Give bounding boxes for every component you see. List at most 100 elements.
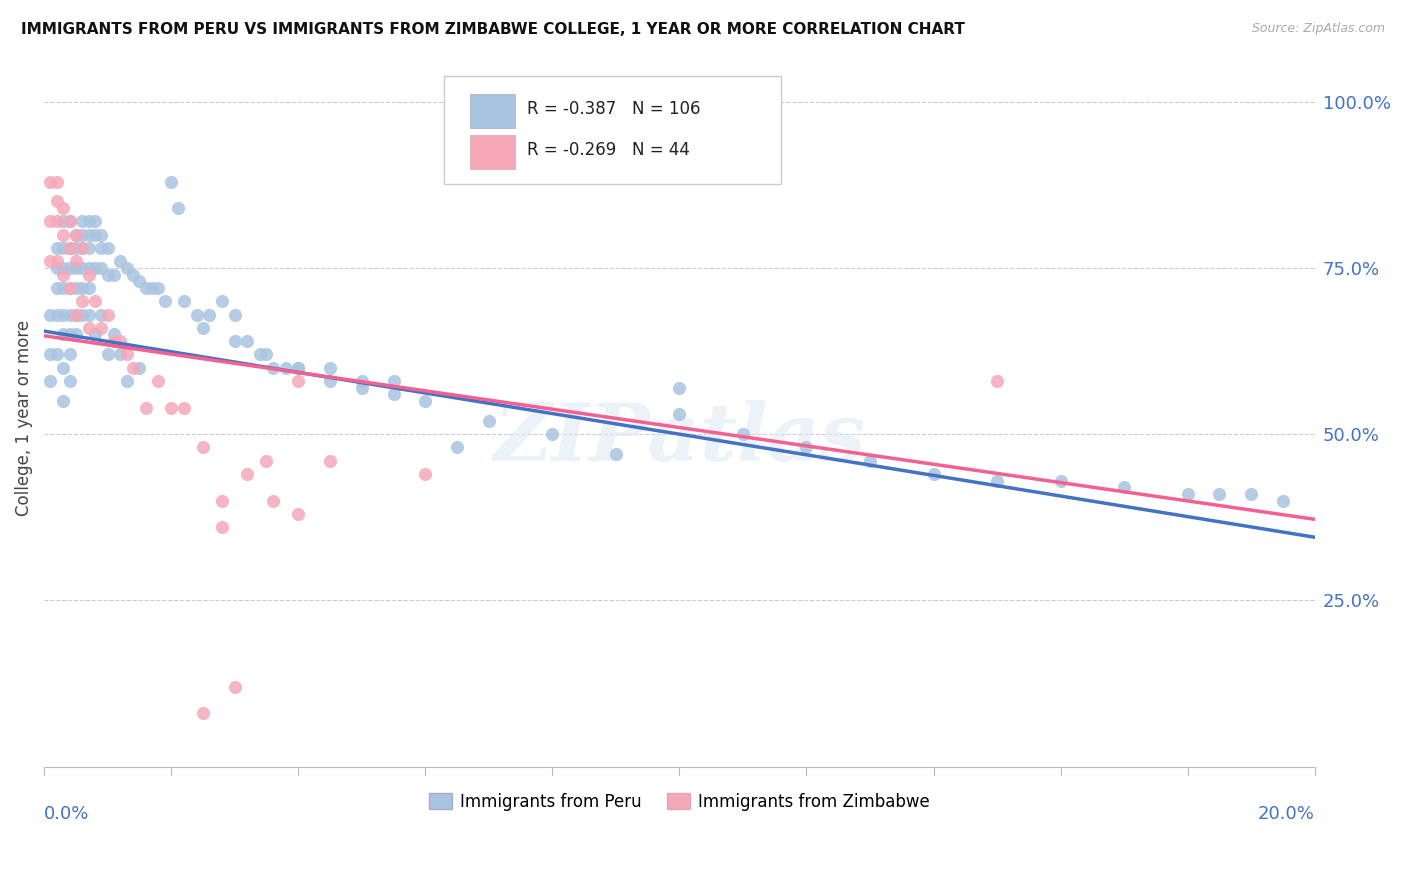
Point bbox=[58, 327, 80, 342]
Point bbox=[90, 308, 112, 322]
Point bbox=[45, 214, 67, 228]
Point bbox=[256, 347, 278, 361]
FancyBboxPatch shape bbox=[470, 135, 516, 169]
Point bbox=[39, 254, 62, 268]
Point bbox=[153, 294, 176, 309]
Legend: Immigrants from Peru, Immigrants from Zimbabwe: Immigrants from Peru, Immigrants from Zi… bbox=[422, 786, 936, 818]
Point bbox=[224, 308, 246, 322]
Point bbox=[287, 374, 309, 388]
Point bbox=[922, 467, 945, 481]
Point bbox=[191, 320, 214, 334]
Point bbox=[605, 447, 627, 461]
Point bbox=[77, 227, 100, 242]
Point bbox=[52, 281, 75, 295]
Point bbox=[52, 327, 75, 342]
Point bbox=[58, 281, 80, 295]
Text: Source: ZipAtlas.com: Source: ZipAtlas.com bbox=[1251, 22, 1385, 36]
Point bbox=[84, 327, 107, 342]
Point bbox=[97, 308, 120, 322]
Point bbox=[148, 374, 170, 388]
Point bbox=[103, 327, 125, 342]
Point bbox=[45, 175, 67, 189]
Point bbox=[90, 227, 112, 242]
Point bbox=[173, 294, 195, 309]
Point bbox=[413, 393, 436, 408]
Point bbox=[58, 374, 80, 388]
Point bbox=[52, 260, 75, 275]
Point bbox=[191, 706, 214, 721]
Point bbox=[103, 268, 125, 282]
Point bbox=[128, 360, 150, 375]
Point bbox=[70, 214, 93, 228]
Point bbox=[211, 493, 233, 508]
Point bbox=[70, 227, 93, 242]
Y-axis label: College, 1 year or more: College, 1 year or more bbox=[15, 319, 32, 516]
Point bbox=[236, 334, 259, 348]
Point bbox=[122, 360, 145, 375]
Point bbox=[382, 374, 405, 388]
Point bbox=[77, 241, 100, 255]
Point bbox=[262, 493, 284, 508]
Point bbox=[249, 347, 271, 361]
Point bbox=[141, 281, 163, 295]
Point bbox=[52, 227, 75, 242]
Point bbox=[52, 214, 75, 228]
Point bbox=[77, 308, 100, 322]
Point bbox=[382, 387, 405, 401]
Point bbox=[262, 360, 284, 375]
Point bbox=[224, 334, 246, 348]
Point bbox=[45, 347, 67, 361]
Point bbox=[1177, 487, 1199, 501]
Point bbox=[541, 427, 564, 442]
Point bbox=[58, 260, 80, 275]
Point bbox=[319, 374, 342, 388]
Point bbox=[110, 254, 132, 268]
Text: 0.0%: 0.0% bbox=[44, 805, 90, 823]
Point bbox=[39, 308, 62, 322]
Point bbox=[1112, 480, 1135, 494]
Point bbox=[65, 308, 87, 322]
Point bbox=[84, 227, 107, 242]
Point bbox=[122, 268, 145, 282]
Point bbox=[52, 268, 75, 282]
Text: ZIPatlas: ZIPatlas bbox=[494, 400, 866, 477]
Point bbox=[65, 281, 87, 295]
Point bbox=[84, 260, 107, 275]
Point bbox=[58, 241, 80, 255]
Point bbox=[90, 260, 112, 275]
Point bbox=[186, 308, 208, 322]
Point bbox=[65, 227, 87, 242]
Point bbox=[135, 281, 157, 295]
Point bbox=[90, 241, 112, 255]
Point bbox=[350, 381, 373, 395]
Point bbox=[39, 214, 62, 228]
Point bbox=[77, 260, 100, 275]
Point bbox=[103, 334, 125, 348]
Point bbox=[166, 201, 188, 215]
Point bbox=[319, 360, 342, 375]
Point bbox=[198, 308, 221, 322]
Point bbox=[110, 347, 132, 361]
Point bbox=[97, 241, 120, 255]
Point bbox=[148, 281, 170, 295]
Point bbox=[115, 347, 138, 361]
Point bbox=[45, 241, 67, 255]
Point bbox=[65, 254, 87, 268]
Point bbox=[77, 320, 100, 334]
Point bbox=[77, 281, 100, 295]
Point bbox=[986, 474, 1008, 488]
Point bbox=[224, 680, 246, 694]
Point bbox=[287, 360, 309, 375]
Point bbox=[58, 214, 80, 228]
Point bbox=[115, 260, 138, 275]
Point bbox=[52, 308, 75, 322]
Point bbox=[319, 454, 342, 468]
Point bbox=[191, 441, 214, 455]
Point bbox=[274, 360, 297, 375]
Point bbox=[97, 347, 120, 361]
Point bbox=[1240, 487, 1263, 501]
Point bbox=[52, 201, 75, 215]
Point bbox=[90, 320, 112, 334]
Point bbox=[160, 401, 183, 415]
Point bbox=[84, 214, 107, 228]
